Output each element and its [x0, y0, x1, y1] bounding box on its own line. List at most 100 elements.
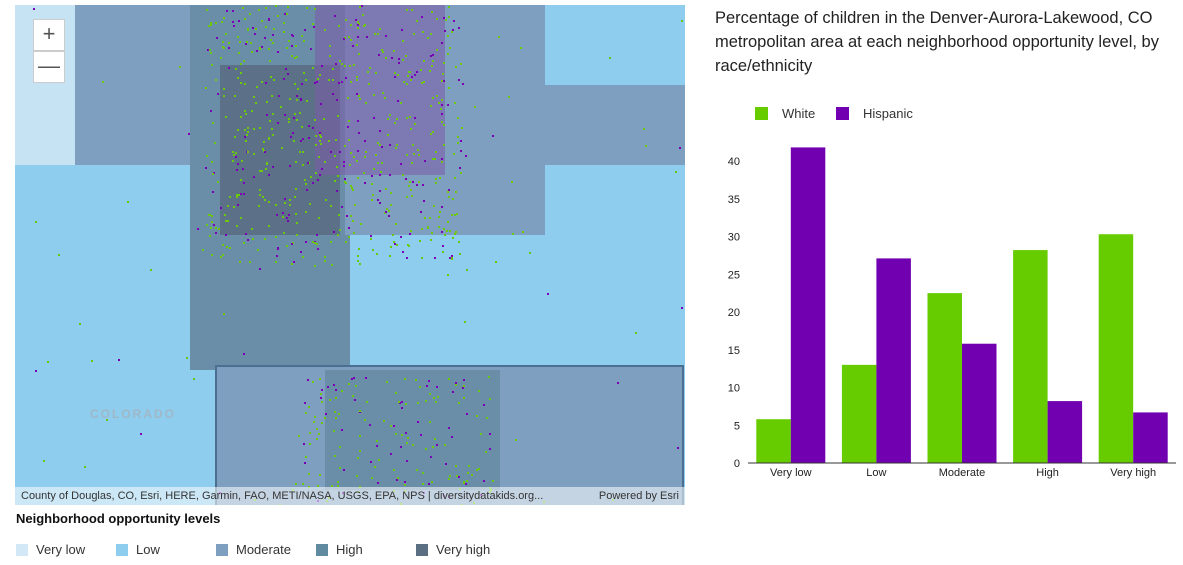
legend-label: Low — [136, 542, 160, 557]
powered-by-esri[interactable]: Powered by Esri — [598, 490, 679, 502]
white-dot — [239, 81, 242, 84]
hispanic-dot — [459, 166, 462, 169]
white-dot — [250, 42, 252, 45]
white-dot — [431, 157, 434, 160]
hispanic-dot — [244, 43, 247, 46]
white-dot — [485, 417, 488, 420]
white-dot — [302, 164, 305, 167]
bar-hispanic[interactable] — [790, 147, 826, 463]
zoom-in-button[interactable]: + — [33, 19, 65, 51]
white-dot — [455, 66, 458, 69]
white-dot — [378, 27, 381, 30]
hispanic-dot — [451, 254, 454, 257]
white-dot — [436, 18, 439, 21]
hispanic-dot — [209, 110, 212, 113]
white-dot — [283, 201, 286, 204]
white-dot — [409, 116, 412, 119]
white-dot — [312, 240, 315, 243]
hispanic-dot — [319, 173, 321, 176]
white-dot — [296, 221, 299, 224]
bar-hispanic[interactable] — [1047, 401, 1083, 463]
white-dot — [384, 188, 387, 191]
chart-title: Percentage of children in the Denver-Aur… — [715, 9, 1159, 75]
hispanic-dot — [288, 165, 291, 168]
white-dot — [389, 425, 392, 427]
white-dot — [252, 128, 255, 131]
hispanic-dot — [290, 44, 293, 47]
hispanic-dot — [34, 369, 37, 372]
white-dot — [410, 128, 413, 131]
white-dot — [279, 106, 282, 109]
white-dot — [350, 24, 353, 27]
white-dot — [332, 429, 335, 432]
hispanic-dot — [420, 16, 423, 19]
bar-white[interactable] — [1098, 234, 1134, 463]
zoom-out-button[interactable]: — — [33, 51, 65, 83]
white-dot — [520, 47, 523, 50]
white-dot — [257, 204, 260, 207]
hispanic-dot — [388, 173, 391, 176]
hispanic-dot — [394, 242, 397, 245]
hispanic-dot — [429, 455, 432, 458]
white-dot — [291, 241, 294, 244]
hispanic-dot — [252, 175, 255, 178]
white-dot — [315, 135, 318, 138]
state-label: COLORADO — [90, 407, 176, 421]
white-dot — [420, 256, 423, 259]
hispanic-dot — [268, 18, 270, 21]
bar-white[interactable] — [1013, 250, 1048, 463]
bar-hispanic[interactable] — [962, 343, 997, 463]
white-dot — [288, 118, 291, 121]
bar-hispanic[interactable] — [876, 258, 911, 463]
hispanic-dot — [267, 17, 270, 20]
hispanic-dot — [212, 190, 215, 193]
white-dot — [356, 255, 359, 258]
swatch — [216, 543, 228, 556]
hispanic-dot — [423, 159, 426, 162]
white-dot — [239, 178, 242, 181]
hispanic-dot — [447, 427, 450, 430]
white-dot — [439, 107, 442, 110]
hispanic-dot — [343, 164, 346, 167]
white-dot — [416, 149, 419, 152]
bar-white[interactable] — [756, 419, 791, 463]
attribution-text[interactable]: County of Douglas, CO, Esri, HERE, Garmi… — [21, 490, 544, 502]
white-dot — [210, 254, 213, 257]
white-dot — [333, 454, 336, 457]
bar-white[interactable] — [841, 364, 877, 463]
hispanic-dot — [457, 476, 460, 478]
hispanic-dot — [187, 132, 190, 135]
white-dot — [256, 85, 259, 88]
hispanic-dot — [370, 175, 373, 178]
hispanic-dot — [405, 459, 408, 462]
white-dot — [242, 6, 245, 9]
white-dot — [262, 140, 265, 143]
bar-hispanic[interactable] — [1133, 412, 1168, 463]
white-dot — [240, 63, 243, 66]
white-dot — [403, 81, 406, 84]
hispanic-dot — [435, 385, 438, 388]
white-dot — [393, 72, 396, 75]
white-dot — [357, 20, 360, 23]
white-dot — [388, 113, 391, 116]
hispanic-dot — [414, 73, 417, 76]
white-dot — [318, 377, 321, 380]
white-dot — [251, 109, 254, 112]
hispanic-dot — [236, 203, 239, 206]
white-dot — [419, 386, 422, 389]
bar-white[interactable] — [927, 293, 963, 463]
white-dot — [411, 9, 414, 12]
white-dot — [395, 117, 398, 120]
hispanic-dot — [489, 432, 492, 435]
white-dot — [227, 205, 230, 208]
white-dot — [359, 409, 362, 412]
white-dot — [442, 144, 445, 147]
white-dot — [359, 435, 362, 438]
map[interactable]: COLORADO + — — [15, 5, 685, 505]
white-dot — [423, 216, 426, 219]
hispanic-dot — [316, 247, 319, 250]
white-dot — [209, 22, 212, 25]
hispanic-dot — [369, 423, 372, 426]
hispanic-dot — [334, 62, 337, 65]
white-dot — [405, 403, 408, 406]
